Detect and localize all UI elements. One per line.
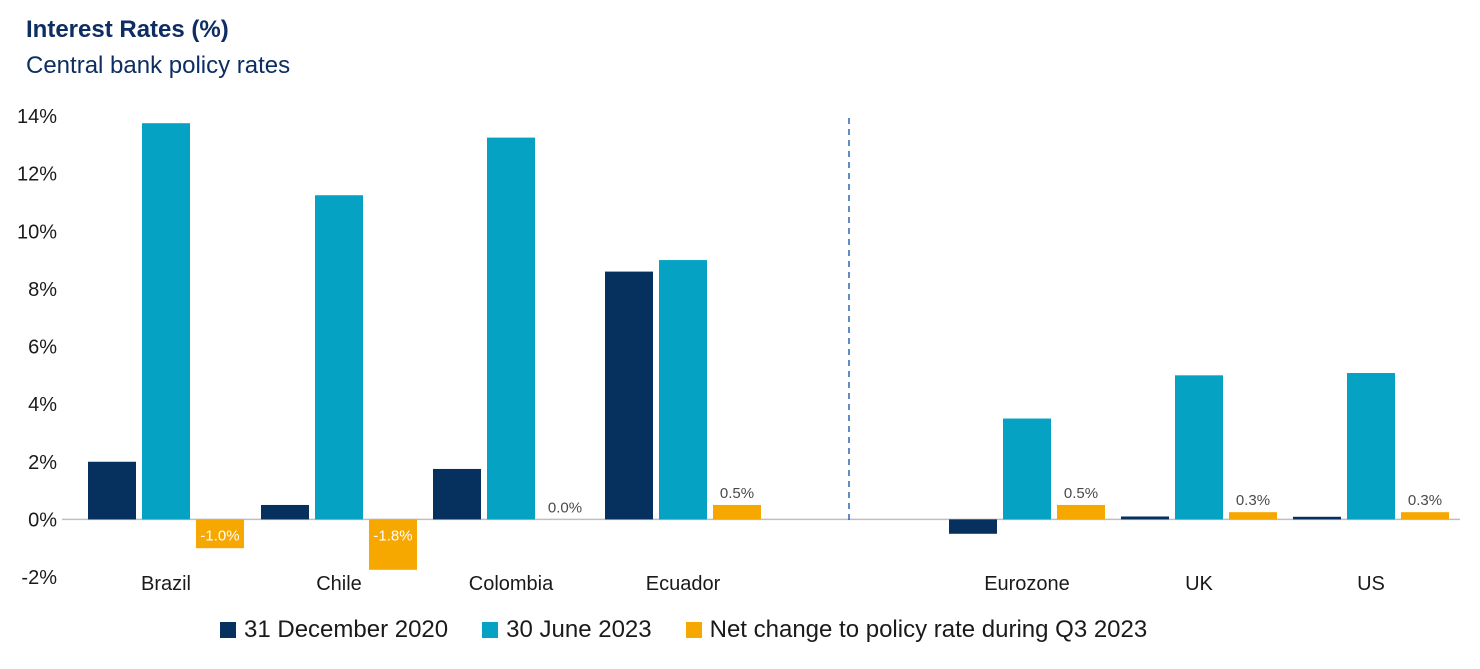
legend-swatch-net-change	[685, 622, 702, 638]
y-tick-label: 6%	[28, 337, 57, 359]
bar-dec2020-eurozone	[949, 519, 997, 534]
data-label-net-change-eurozone: 0.5%	[1064, 485, 1098, 502]
bar-jun2023-brazil	[142, 123, 190, 520]
bar-dec2020-ecuador	[605, 271, 653, 520]
bar-chart: 14% 12% 10% 8% 6% 4% 2% 0% -2% -1.0% Brazil -1.8% Ch…	[17, 106, 1460, 595]
bar-net-change-ecuador	[713, 504, 761, 520]
data-label-net-change-colombia: 0.0%	[548, 499, 582, 516]
x-category-label: Eurozone	[984, 573, 1070, 595]
bar-dec2020-colombia	[433, 468, 481, 520]
bar-dec2020-us	[1293, 516, 1341, 520]
bar-net-change-brazil	[196, 519, 244, 549]
bar-jun2023-colombia	[487, 137, 535, 520]
y-tick-label: 14%	[17, 106, 57, 128]
x-category-label: Colombia	[469, 573, 554, 595]
y-tick-label: 8%	[28, 279, 57, 301]
legend-item-dec2020: 31 December 2020	[220, 616, 448, 644]
legend-label-net-change: Net change to policy rate during Q3 2023	[709, 616, 1148, 643]
data-label-net-change-ecuador: 0.5%	[720, 485, 754, 502]
bar-net-change-uk	[1229, 512, 1277, 520]
y-tick-label: -2%	[21, 567, 57, 589]
bar-jun2023-chile	[315, 195, 363, 520]
data-label-net-change-uk: 0.3%	[1236, 492, 1270, 509]
bar-jun2023-uk	[1175, 375, 1223, 520]
y-tick-label: 0%	[28, 509, 57, 531]
y-tick-label: 10%	[17, 221, 57, 243]
bar-net-change-chile	[369, 519, 417, 570]
x-category-label: Ecuador	[646, 573, 721, 595]
legend-label-jun2023: 30 June 2023	[506, 616, 652, 643]
x-category-label: Chile	[316, 573, 362, 595]
x-category-label: US	[1357, 573, 1385, 595]
chart-title: Interest Rates (%)	[26, 16, 229, 43]
bar-jun2023-us	[1347, 373, 1395, 520]
bar-dec2020-uk	[1121, 516, 1169, 520]
data-label-net-change-us: 0.3%	[1408, 492, 1442, 509]
y-tick-label: 12%	[17, 164, 57, 186]
data-label-net-change-brazil: -1.0%	[200, 527, 239, 544]
y-tick-label: 4%	[28, 394, 57, 416]
bar-net-change-us	[1401, 512, 1449, 520]
legend-item-net-change: Net change to policy rate during Q3 2023	[685, 616, 1148, 644]
legend: 31 December 2020 30 June 2023 Net change…	[220, 616, 1147, 644]
bar-jun2023-eurozone	[1003, 418, 1051, 520]
legend-item-jun2023: 30 June 2023	[482, 616, 652, 644]
legend-swatch-dec2020	[220, 622, 236, 638]
y-tick-label: 2%	[28, 452, 57, 474]
legend-swatch-jun2023	[482, 622, 499, 638]
bar-dec2020-brazil	[88, 461, 136, 520]
x-category-label: UK	[1185, 573, 1213, 595]
data-label-net-change-chile: -1.8%	[373, 527, 412, 544]
bar-jun2023-ecuador	[659, 260, 707, 520]
bar-dec2020-chile	[261, 504, 309, 520]
legend-label-dec2020: 31 December 2020	[244, 616, 449, 643]
x-category-label: Brazil	[141, 573, 191, 595]
chart-subtitle: Central bank policy rates	[26, 52, 291, 79]
bar-net-change-eurozone	[1057, 504, 1105, 520]
